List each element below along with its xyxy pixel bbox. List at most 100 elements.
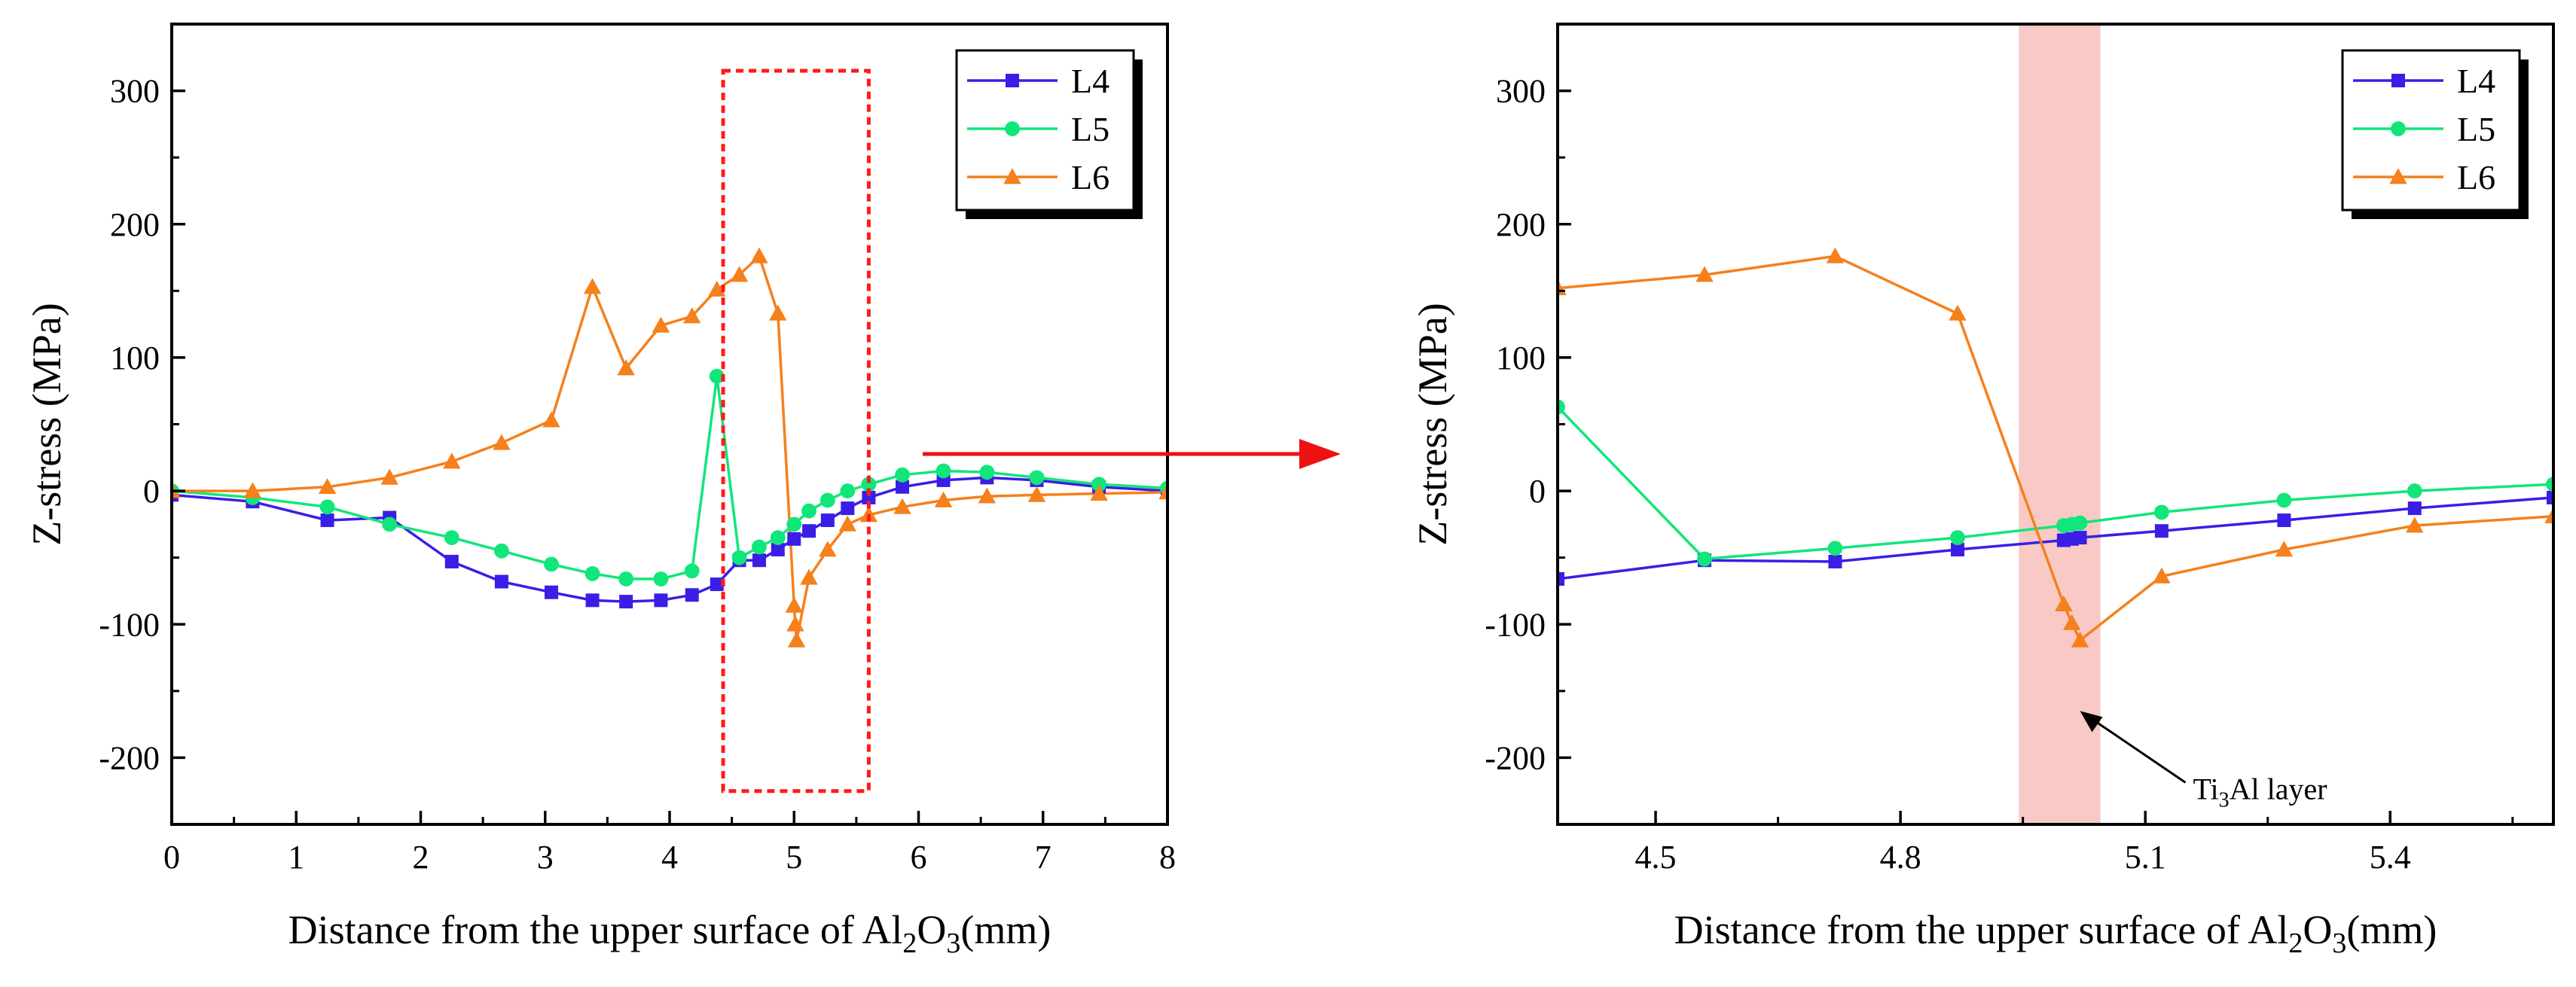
- legend-label-l5: L5: [2457, 110, 2495, 148]
- x-tick-label: 8: [1159, 839, 1176, 876]
- data-point-triangle: [785, 596, 803, 613]
- data-point-triangle: [652, 316, 670, 333]
- data-point-triangle: [978, 487, 997, 504]
- data-point-circle: [584, 566, 600, 581]
- ti3al-layer-band: [2019, 24, 2101, 824]
- label-part: Distance from the upper surface of Al: [288, 907, 903, 952]
- x-axis-title: Distance from the upper surface of Al2O3…: [1674, 907, 2437, 959]
- data-point-triangle: [730, 266, 749, 282]
- label-part: O: [917, 907, 946, 952]
- data-point-square: [896, 480, 910, 494]
- data-point-triangle: [838, 515, 857, 532]
- x-axis-title: Distance from the upper surface of Al2O3…: [288, 907, 1051, 959]
- y-tick-label: -100: [99, 606, 160, 643]
- data-point-circle: [2546, 477, 2553, 492]
- y-axis-title: Z-stress (MPa): [24, 303, 69, 545]
- series-line-l5: [172, 376, 1167, 580]
- data-point-triangle: [243, 482, 262, 498]
- data-point-triangle: [1949, 304, 1967, 321]
- data-point-circle: [2153, 504, 2169, 520]
- zoom-region-box: [721, 69, 871, 794]
- data-point-square: [2391, 74, 2405, 87]
- data-point-circle: [2391, 121, 2406, 136]
- legend-label-l4: L4: [2457, 62, 2495, 100]
- data-point-triangle: [2153, 567, 2171, 583]
- data-point-square: [862, 490, 876, 504]
- data-point-square: [820, 513, 835, 528]
- data-point-triangle: [934, 491, 953, 507]
- data-point-circle: [1827, 541, 1843, 556]
- y-tick-label: 0: [1529, 473, 1546, 510]
- label-part: 2: [902, 928, 917, 959]
- y-tick-label: 300: [110, 73, 160, 110]
- data-point-triangle: [683, 307, 701, 324]
- data-point-square: [1828, 554, 1842, 568]
- data-point-triangle: [787, 631, 806, 647]
- series-markers-l4: [172, 471, 1167, 609]
- data-point-square: [2154, 524, 2169, 538]
- data-point-circle: [819, 492, 835, 508]
- data-point-square: [444, 554, 459, 568]
- data-point-square: [841, 501, 855, 516]
- data-point-circle: [2407, 483, 2422, 498]
- data-point-circle: [1091, 477, 1107, 492]
- x-tick-label: 4: [661, 839, 678, 876]
- series-markers-l6: [172, 247, 1167, 647]
- y-tick-label: 0: [143, 473, 160, 510]
- data-point-square: [771, 543, 785, 557]
- data-point-circle: [1005, 121, 1020, 136]
- data-point-circle: [840, 483, 856, 498]
- data-point-triangle: [819, 541, 837, 557]
- data-point-circle: [382, 516, 398, 532]
- data-point-triangle: [1695, 266, 1714, 282]
- y-tick-label: 100: [1496, 340, 1546, 376]
- annotation-arrow-head: [2080, 711, 2103, 733]
- data-point-triangle: [2071, 631, 2089, 647]
- zoom-arrow: [923, 439, 1341, 469]
- series-line-l6: [172, 254, 1167, 641]
- data-point-square: [752, 553, 766, 568]
- data-point-circle: [1697, 551, 1712, 567]
- legend-box: [955, 49, 1135, 212]
- y-tick-label: -200: [1485, 739, 1546, 776]
- y-tick-label: 100: [110, 340, 160, 376]
- label-part: 3: [2332, 928, 2346, 959]
- data-point-triangle: [2055, 595, 2073, 612]
- data-point-triangle: [443, 452, 461, 469]
- series-line-l4: [172, 476, 1167, 603]
- label-part: 3: [946, 928, 960, 959]
- x-tick-label: 5.1: [2125, 839, 2166, 876]
- data-point-circle: [2072, 515, 2088, 531]
- data-point-triangle: [2389, 168, 2407, 184]
- data-point-circle: [861, 477, 877, 492]
- data-point-circle: [494, 543, 509, 559]
- x-tick-label: 0: [163, 839, 180, 876]
- data-point-circle: [1950, 530, 1965, 545]
- data-point-triangle: [708, 280, 726, 297]
- data-point-triangle: [893, 498, 911, 514]
- legend-label-l6: L6: [1071, 158, 1109, 196]
- data-point-circle: [709, 368, 725, 384]
- x-tick-label: 4.8: [1880, 839, 1921, 876]
- data-point-triangle: [380, 468, 398, 485]
- label-part: (mm): [2346, 907, 2437, 952]
- x-tick-label: 2: [413, 839, 429, 876]
- series-markers-l5: [172, 368, 1167, 586]
- data-point-circle: [731, 550, 747, 565]
- y-tick-label: 300: [1496, 73, 1546, 110]
- data-point-square: [1006, 74, 1019, 87]
- data-point-triangle: [2406, 516, 2424, 533]
- label-part: O: [2303, 907, 2332, 952]
- data-point-triangle: [2062, 614, 2081, 630]
- data-point-circle: [786, 516, 802, 532]
- data-point-square: [654, 593, 668, 608]
- data-point-square: [787, 532, 801, 546]
- data-point-square: [2277, 513, 2291, 528]
- data-point-circle: [684, 563, 700, 579]
- legend-box: [2341, 49, 2521, 212]
- y-axis-title: Z-stress (MPa): [1410, 303, 1455, 545]
- data-point-square: [802, 524, 816, 538]
- data-point-triangle: [542, 411, 560, 428]
